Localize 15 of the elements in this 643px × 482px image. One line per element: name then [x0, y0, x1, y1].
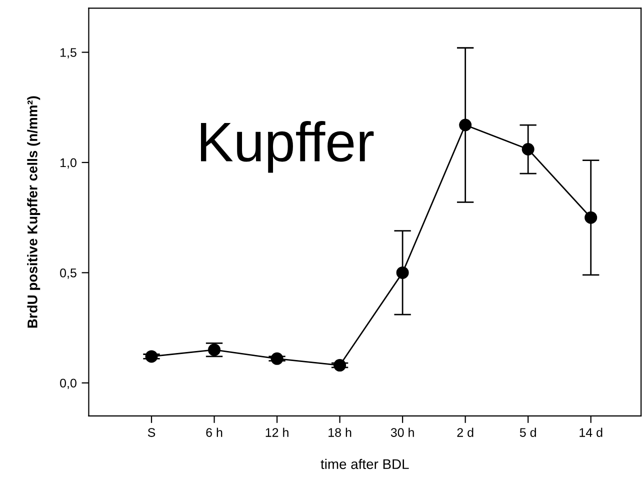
- x-tick-label: S: [148, 428, 156, 437]
- x-axis-title: time after BDL: [320, 458, 409, 470]
- annotation: Kupffer: [200, 121, 374, 173]
- x-tick-label: 6 h: [206, 428, 222, 437]
- y-tick-label: 0,0: [60, 378, 76, 390]
- x-tick-label: 2 d: [457, 428, 474, 437]
- y-axis-title: BrdU positive Kupffer cells (n/mm²): [27, 96, 40, 328]
- x-tick-label: 5 d: [520, 428, 536, 437]
- y-tick-label: 0,5: [60, 268, 76, 279]
- x-tick-label: 18 h: [328, 428, 352, 437]
- x-tick-label: 12 h: [266, 428, 288, 437]
- x-tick-label: 14 d: [580, 428, 602, 437]
- x-tick-label: 30 h: [390, 428, 414, 437]
- y-tick-label: 1,0: [60, 158, 76, 169]
- y-tick-label: 1,5: [60, 48, 76, 58]
